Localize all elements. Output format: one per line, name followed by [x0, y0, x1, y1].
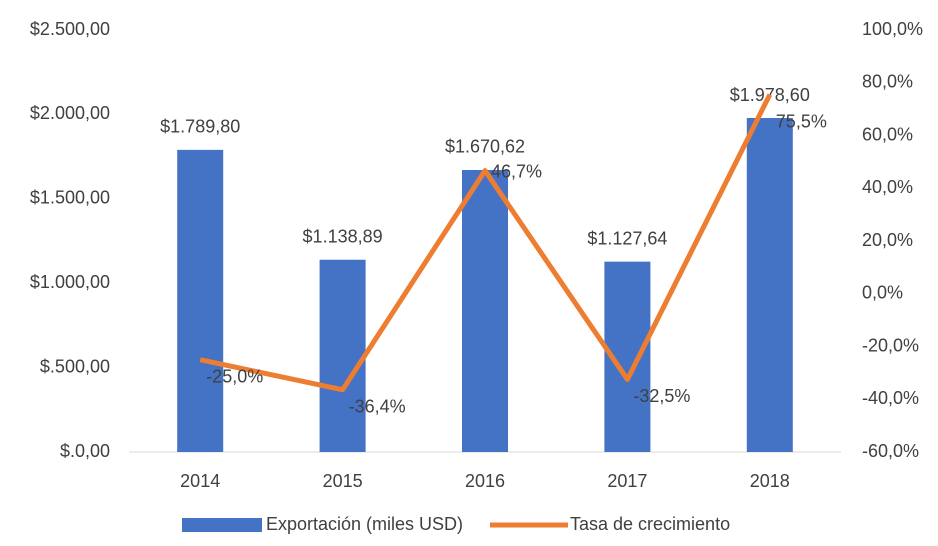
line-value-label: 75,5% [776, 111, 827, 131]
y-tick-label: $.0,00 [60, 441, 110, 461]
y-tick-label: $1.000,00 [30, 272, 110, 292]
y2-tick-label: 0,0% [862, 283, 903, 303]
line-value-label: -25,0% [206, 366, 263, 386]
bar [177, 149, 224, 452]
legend-swatch [182, 518, 262, 532]
x-tick-label: 2016 [465, 471, 505, 491]
x-tick-label: 2015 [323, 471, 363, 491]
bar-value-label: $1.789,80 [160, 117, 240, 137]
y2-tick-label: 20,0% [862, 230, 913, 250]
y2-tick-label: 40,0% [862, 177, 913, 197]
y-tick-label: $1.500,00 [30, 188, 110, 208]
legend-label: Exportación (miles USD) [266, 514, 463, 534]
bar [746, 118, 793, 452]
y-tick-label: $2.000,00 [30, 103, 110, 123]
bar-value-label: $1.138,89 [303, 227, 383, 247]
y-tick-label: $.500,00 [40, 356, 110, 376]
y2-tick-label: -40,0% [862, 388, 919, 408]
bar-value-label: $1.127,64 [587, 228, 667, 248]
bar [462, 169, 508, 453]
y2-tick-label: 60,0% [862, 124, 913, 144]
bar-value-label: $1.670,62 [445, 137, 525, 157]
legend-label: Tasa de crecimiento [570, 514, 730, 534]
x-tick-label: 2014 [180, 471, 220, 491]
x-tick-label: 2017 [607, 471, 647, 491]
y2-tick-label: -60,0% [862, 441, 919, 461]
x-tick-label: 2018 [750, 471, 790, 491]
y2-tick-label: 80,0% [862, 72, 913, 92]
bar [319, 259, 366, 452]
line-value-label: -32,5% [633, 386, 690, 406]
line [199, 93, 773, 393]
y2-tick-label: -20,0% [862, 335, 919, 355]
y2-tick-label: 100,0% [862, 19, 923, 39]
line-value-label: -36,4% [349, 397, 406, 417]
y-tick-label: $2.500,00 [30, 19, 110, 39]
line-value-label: 46,7% [491, 161, 542, 181]
